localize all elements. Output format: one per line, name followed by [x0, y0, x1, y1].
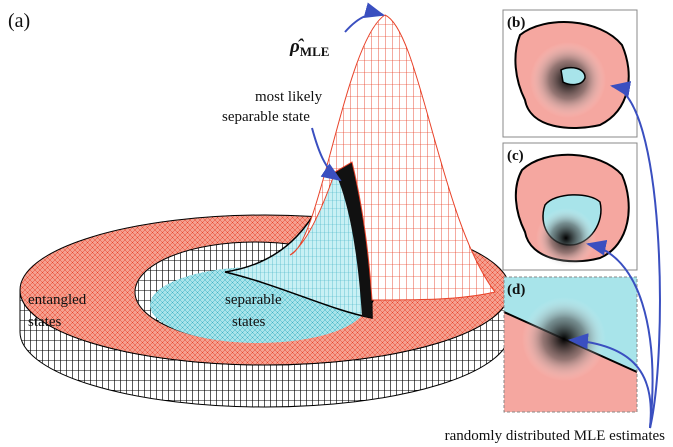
arrow	[568, 333, 652, 429]
estimator-symbol: ρ̂MLE	[289, 36, 329, 59]
panel-d	[503, 276, 638, 413]
arrow	[311, 127, 342, 182]
panel-label: (a)	[8, 10, 30, 32]
arrow	[610, 81, 661, 429]
estimate-cloud	[522, 297, 606, 381]
arrow	[344, 2, 385, 33]
mle-peak	[289, 14, 496, 301]
panel-label: (d)	[507, 282, 525, 298]
arrow	[586, 239, 654, 429]
annotation: separable	[225, 292, 282, 308]
estimate-cloud	[536, 208, 596, 268]
annotation: entangled	[28, 292, 87, 308]
annotation: states	[232, 314, 265, 330]
annotation: states	[28, 314, 61, 330]
separable-region	[560, 66, 586, 86]
estimator-subscript: MLE	[300, 44, 330, 59]
caption: randomly distributed MLE estimates	[445, 428, 666, 444]
panel-label: (c)	[507, 148, 524, 164]
annotation: separable state	[222, 109, 310, 125]
hump-edge	[335, 162, 372, 318]
panel-label: (b)	[507, 15, 525, 31]
annotation: most likely	[255, 89, 323, 105]
